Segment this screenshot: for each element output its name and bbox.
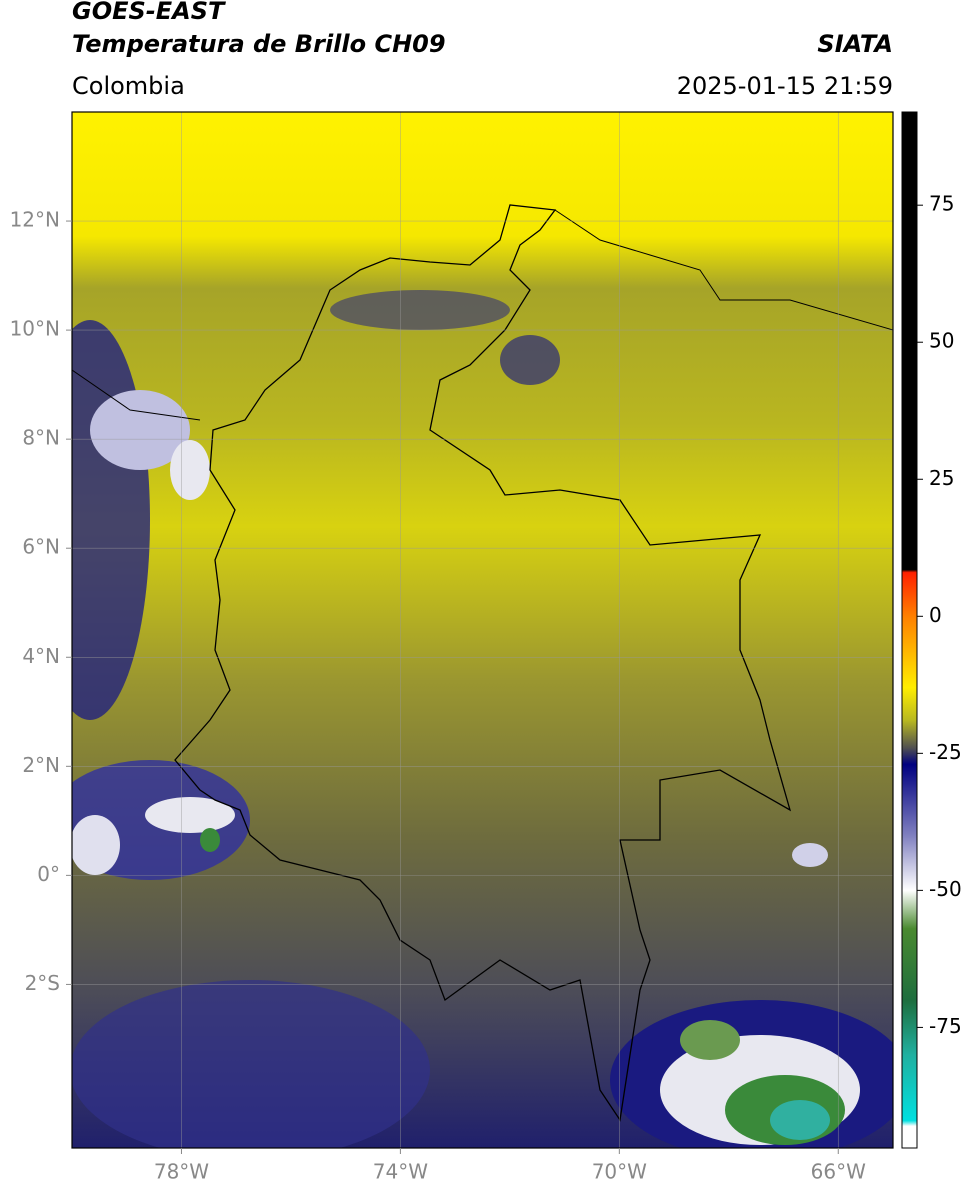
graticule: [72, 112, 893, 1148]
lat-tick-label: 12°N: [10, 208, 60, 232]
colorbar-tick-label: -75: [929, 1014, 962, 1038]
lat-tick-label: 10°N: [10, 317, 60, 341]
map-frame: [71, 111, 894, 1149]
subtitle: Temperatura de Brillo CH09: [72, 30, 446, 58]
colorbar-tick-label: -25: [929, 740, 962, 764]
lat-tick-label: 0°: [37, 862, 60, 886]
colorbar-tick-label: 75: [929, 192, 954, 216]
source: SIATA: [817, 30, 893, 58]
lat-tick-label: 2°N: [22, 753, 60, 777]
satellite-image: [72, 112, 893, 1148]
timestamp: 2025-01-15 21:59: [677, 72, 893, 100]
colorbar-tick-label: 50: [929, 329, 954, 353]
colorbar-tick-label: 0: [929, 603, 942, 627]
lon-tick-label: 66°W: [811, 1160, 866, 1184]
colorbar: [901, 111, 918, 1149]
lon-tick-label: 74°W: [373, 1160, 428, 1184]
lat-tick-label: 2°S: [25, 971, 60, 995]
title: GOES-EAST: [72, 0, 226, 25]
lon-tick-label: 70°W: [592, 1160, 647, 1184]
colorbar-tick-label: -50: [929, 877, 962, 901]
lat-tick-label: 6°N: [22, 535, 60, 559]
lat-tick-label: 4°N: [22, 644, 60, 668]
lon-tick-label: 78°W: [154, 1160, 209, 1184]
lat-tick-label: 8°N: [22, 426, 60, 450]
region: Colombia: [72, 72, 185, 100]
colorbar-tick-label: 25: [929, 466, 954, 490]
